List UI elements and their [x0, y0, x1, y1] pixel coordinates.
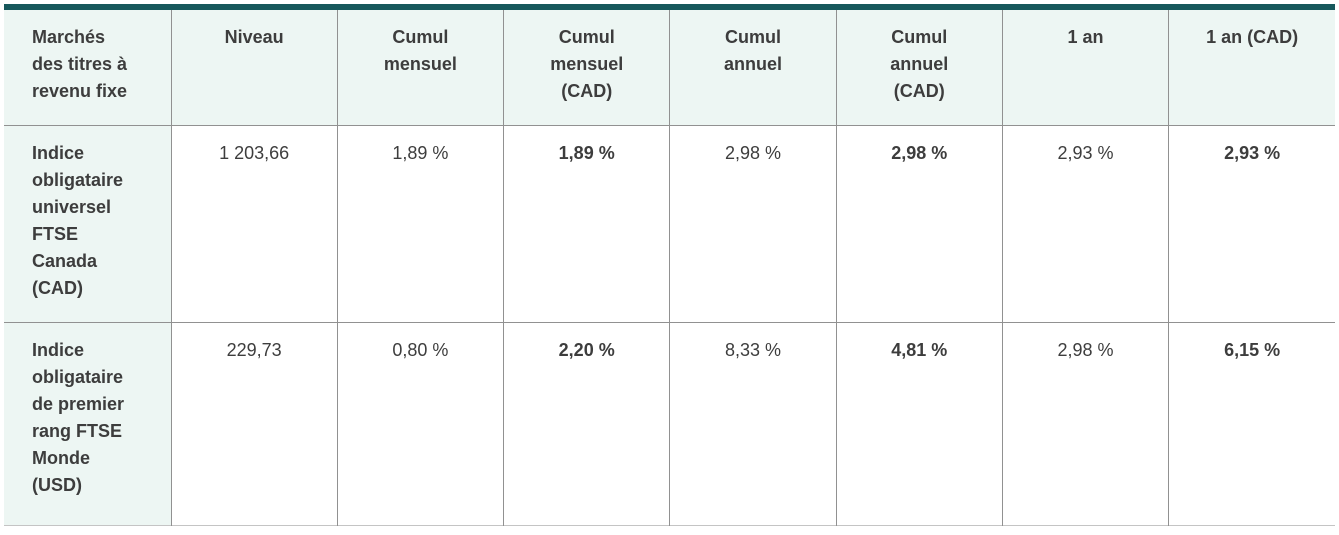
row-label: Indice obligataire de premier rang FTSE …: [4, 321, 172, 525]
column-header-niveau: Niveau: [170, 7, 338, 126]
cell-1-an: 2,93 %: [1001, 124, 1170, 323]
column-header-cumul-annuel-cad: Cumul annuel (CAD): [835, 7, 1003, 126]
cell-cumul-annuel: 2,98 %: [669, 124, 837, 323]
table-row-ftse-canada: Indice obligataire universel FTSE Canada…: [4, 124, 1335, 323]
cell-cumul-annuel: 8,33 %: [669, 321, 837, 525]
cell-cumul-annuel-cad: 4,81 %: [835, 321, 1003, 525]
cell-cumul-annuel-cad: 2,98 %: [835, 124, 1003, 323]
header-row: Marchés des titres à revenu fixe Niveau …: [4, 7, 1335, 126]
column-header-marches-titres-revenu-fixe: Marchés des titres à revenu fixe: [4, 7, 172, 126]
cell-cumul-mensuel: 1,89 %: [336, 124, 505, 323]
row-label: Indice obligataire universel FTSE Canada…: [4, 124, 172, 323]
cell-1-an-cad: 2,93 %: [1168, 124, 1335, 323]
column-header-1-an: 1 an: [1001, 7, 1170, 126]
column-header-1-an-cad: 1 an (CAD): [1168, 7, 1335, 126]
cell-cumul-mensuel-cad: 1,89 %: [503, 124, 671, 323]
column-header-cumul-mensuel-cad: Cumul mensuel (CAD): [503, 7, 671, 126]
column-header-cumul-mensuel: Cumul mensuel: [336, 7, 505, 126]
cell-niveau: 229,73: [170, 321, 338, 525]
column-header-cumul-annuel: Cumul annuel: [669, 7, 837, 126]
fixed-income-markets-table: Marchés des titres à revenu fixe Niveau …: [4, 4, 1335, 526]
cell-niveau: 1 203,66: [170, 124, 338, 323]
cell-1-an: 2,98 %: [1001, 321, 1170, 525]
table-row-ftse-monde: Indice obligataire de premier rang FTSE …: [4, 321, 1335, 525]
cell-1-an-cad: 6,15 %: [1168, 321, 1335, 525]
cell-cumul-mensuel: 0,80 %: [336, 321, 505, 525]
cell-cumul-mensuel-cad: 2,20 %: [503, 321, 671, 525]
